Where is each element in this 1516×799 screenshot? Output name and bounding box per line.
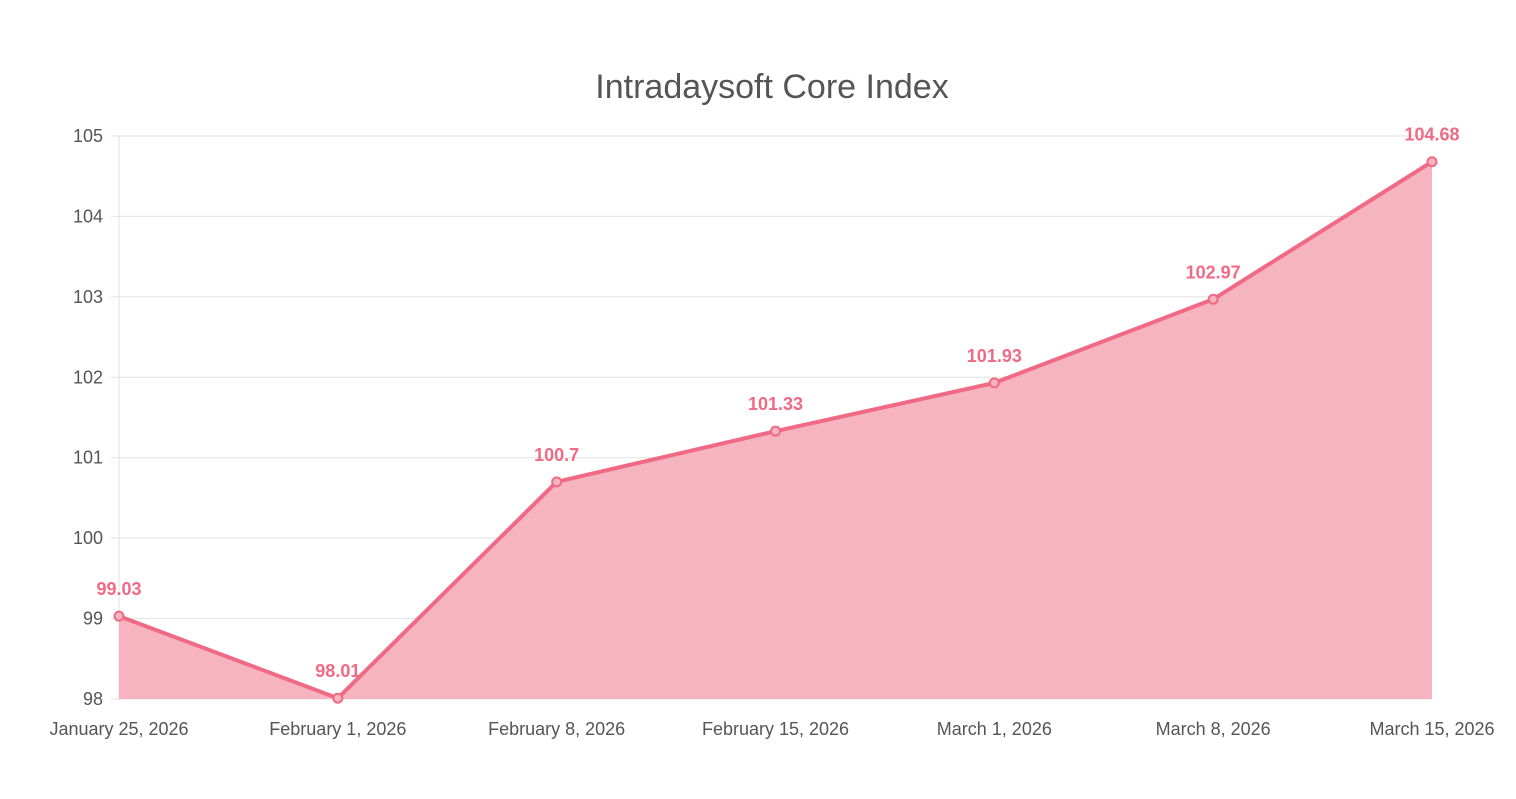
data-point[interactable] bbox=[332, 692, 344, 704]
data-label: 101.93 bbox=[967, 346, 1022, 366]
chart-title: Intradaysoft Core Index bbox=[595, 68, 948, 106]
x-tick-label: February 8, 2026 bbox=[488, 719, 625, 739]
y-axis-ticks: 98 99 100 101 102 103 104 105 bbox=[73, 126, 103, 709]
data-label: 98.01 bbox=[315, 661, 360, 681]
area-fill-layer bbox=[119, 161, 1432, 700]
x-tick-label: March 1, 2026 bbox=[937, 719, 1052, 739]
data-point[interactable] bbox=[551, 476, 563, 488]
data-label: 104.68 bbox=[1404, 125, 1459, 145]
series-area bbox=[119, 161, 1432, 700]
data-point[interactable] bbox=[113, 610, 125, 622]
x-tick-label: March 15, 2026 bbox=[1369, 719, 1494, 739]
x-tick-label: January 25, 2026 bbox=[49, 719, 188, 739]
data-label: 99.03 bbox=[96, 579, 141, 599]
y-tick-label: 100 bbox=[73, 528, 103, 548]
data-label: 102.97 bbox=[1186, 262, 1241, 282]
y-tick-label: 102 bbox=[73, 367, 103, 387]
data-label: 100.7 bbox=[534, 445, 579, 465]
y-tick-label: 105 bbox=[73, 126, 103, 146]
x-tick-label: February 1, 2026 bbox=[269, 719, 406, 739]
y-tick-label: 98 bbox=[83, 689, 103, 709]
data-labels: 99.03 98.01 100.7 101.33 101.93 102.97 104.68 bbox=[96, 125, 1459, 681]
x-tick-label: March 8, 2026 bbox=[1156, 719, 1271, 739]
y-tick-label: 101 bbox=[73, 448, 103, 468]
data-label: 101.33 bbox=[748, 394, 803, 414]
x-axis-ticks: January 25, 2026 February 1, 2026 February… bbox=[49, 719, 1494, 739]
data-point[interactable] bbox=[770, 425, 781, 437]
data-points bbox=[113, 156, 1438, 704]
data-point[interactable] bbox=[1207, 293, 1219, 305]
data-point[interactable] bbox=[988, 377, 1000, 389]
y-tick-label: 99 bbox=[83, 609, 103, 629]
y-tick-label: 103 bbox=[73, 287, 103, 307]
data-point[interactable] bbox=[1426, 156, 1438, 168]
y-tick-label: 104 bbox=[73, 206, 103, 226]
x-tick-label: February 15, 2026 bbox=[702, 719, 849, 739]
